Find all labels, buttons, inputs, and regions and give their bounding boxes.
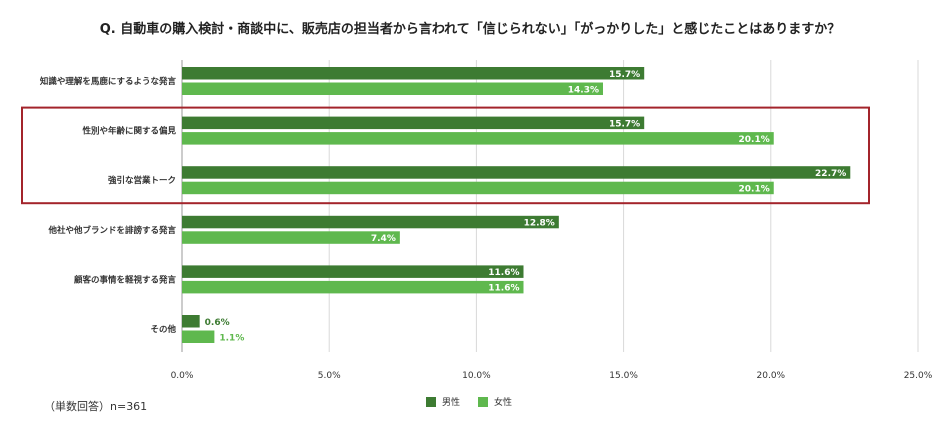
data-label-male: 0.6% xyxy=(205,318,230,328)
x-tick-label: 25.0% xyxy=(904,371,933,381)
category-label: 性別や年齢に関する偏見 xyxy=(82,126,176,137)
highlight-frame xyxy=(21,106,870,205)
data-label-male: 22.7% xyxy=(815,169,846,179)
category-label: 顧客の事情を軽視する発言 xyxy=(74,274,177,285)
bar-male xyxy=(182,315,200,328)
legend-item-female: 女性 xyxy=(478,395,512,408)
data-label-female: 20.1% xyxy=(739,184,770,194)
legend-label-male: 男性 xyxy=(442,398,461,408)
legend-label-female: 女性 xyxy=(494,398,513,408)
gridlines xyxy=(181,60,919,352)
bar-male xyxy=(182,67,645,80)
data-label-male: 12.8% xyxy=(524,219,555,229)
bar-female xyxy=(182,82,603,95)
data-label-female: 11.6% xyxy=(488,284,519,294)
highlight-box xyxy=(21,106,870,205)
category-label: その他 xyxy=(150,324,176,335)
legend-swatch-male xyxy=(426,396,436,407)
data-label-female: 7.4% xyxy=(371,234,396,244)
x-tick-label: 0.0% xyxy=(171,371,194,381)
data-label-male: 15.7% xyxy=(609,70,640,80)
data-label-male: 15.7% xyxy=(609,119,640,129)
x-tick-labels: 0.0% 5.0% 10.0% 15.0% 20.0% 25.0% xyxy=(171,371,933,381)
bar-male xyxy=(182,116,645,130)
bar-female xyxy=(182,132,774,145)
x-tick-label: 20.0% xyxy=(757,371,786,381)
data-label-female: 1.1% xyxy=(219,333,244,343)
x-tick-label: 5.0% xyxy=(318,371,341,381)
bar-female xyxy=(182,181,774,195)
data-label-male: 11.6% xyxy=(488,268,519,278)
category-label: 知識や理解を馬鹿にするような発言 xyxy=(40,76,177,87)
chart-title: Q. 自動車の購入検討・商談中に、販売店の担当者から言われて「信じられない」「が… xyxy=(99,22,841,37)
legend-swatch-female xyxy=(478,396,489,407)
data-label-female: 14.3% xyxy=(568,85,599,95)
footnote: （単数回答）n=361 xyxy=(44,400,148,413)
category-labels: 知識や理解を馬鹿にするような発言性別や年齢に関する偏見強引な営業トーク他社や他ブ… xyxy=(40,76,177,335)
legend-item-male: 男性 xyxy=(426,395,460,408)
bar-male xyxy=(182,215,559,229)
legend: 男性 女性 xyxy=(426,395,512,408)
bar-male xyxy=(182,265,524,278)
category-label: 他社や他ブランドを誹謗する発言 xyxy=(47,225,176,236)
bar-male xyxy=(182,166,851,179)
x-tick-label: 10.0% xyxy=(462,371,491,381)
category-label: 強引な営業トーク xyxy=(108,175,176,186)
bar-female xyxy=(182,231,400,244)
bar-female xyxy=(182,280,524,294)
bars: 15.7% 14.3% 15.7% 20.1% 22.7% 20.1% 12.8% 7.4% 1… xyxy=(182,67,851,343)
x-tick-label: 15.0% xyxy=(609,371,638,381)
bar-female xyxy=(182,330,215,343)
data-label-female: 20.1% xyxy=(739,135,770,145)
